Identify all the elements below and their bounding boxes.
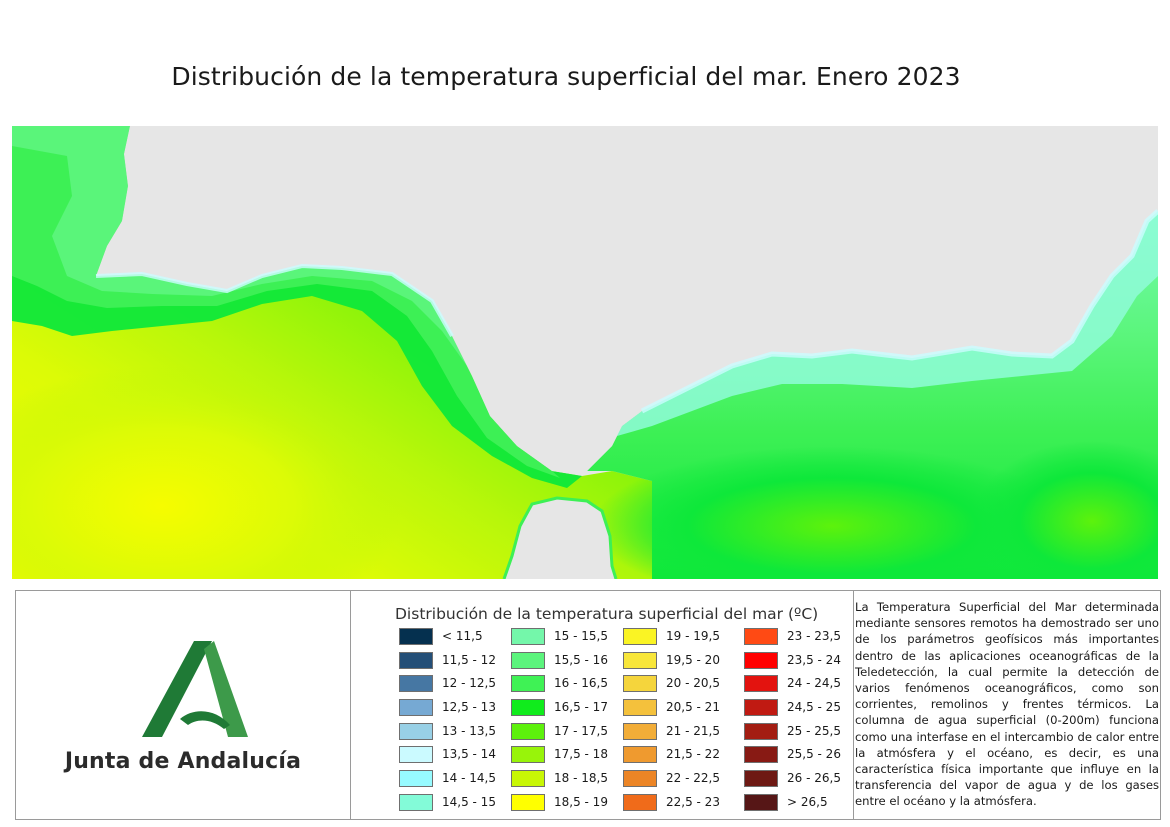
legend-swatch [623,651,657,669]
legend-swatch [623,628,657,645]
legend-swatch [623,770,657,788]
african-land [504,498,616,579]
legend-label: 25,5 - 26 [787,747,841,762]
legend-label: 22,5 - 23 [666,794,720,809]
legend-swatch [511,675,545,693]
map-svg [12,126,1158,579]
legend-swatch [511,628,545,645]
legend-label: 12,5 - 13 [442,700,496,715]
legend-label: 23,5 - 24 [787,652,841,667]
alboran-warm-patch [592,446,1072,579]
legend-swatch [744,722,778,740]
legend-swatch [399,770,433,788]
legend-label: 19 - 19,5 [666,629,720,643]
legend-label: 17,5 - 18 [554,747,608,762]
logo-text: Junta de Andalucía [64,749,302,774]
legend-label: 12 - 12,5 [442,676,496,691]
legend-swatch [399,722,433,740]
legend-label: 14,5 - 15 [442,794,496,809]
atlantic-warm-core [12,366,402,579]
legend-swatch [623,793,657,811]
legend-label: 11,5 - 12 [442,652,496,667]
description-text: La Temperatura Superficial del Mar deter… [855,600,1159,809]
info-panel: Junta de Andalucía Distribución de la te… [15,590,1161,820]
legend-swatch [744,793,778,811]
legend-swatch [399,746,433,764]
legend-swatch [744,628,778,645]
legend-label: 26 - 26,5 [787,771,841,786]
legend-swatch [623,675,657,693]
legend-label: 21,5 - 22 [666,747,720,762]
legend-swatch [623,722,657,740]
legend: Distribución de la temperatura superfici… [351,591,854,819]
junta-de-andalucia-logo-icon [142,641,248,737]
legend-label: 24,5 - 25 [787,700,841,715]
logo-swoosh [180,711,230,729]
legend-label: 18,5 - 19 [554,794,608,809]
east-warm-patch [972,441,1158,579]
legend-title: Distribución de la temperatura superfici… [395,605,819,623]
african-coast-fringe [502,496,618,579]
legend-label: 13,5 - 14 [442,747,496,762]
legend-label: 13 - 13,5 [442,723,496,738]
north-coast-cold-fringe [95,263,454,337]
legend-swatch [399,675,433,693]
legend-swatch [623,746,657,764]
legend-swatch [744,770,778,788]
legend-swatch [744,746,778,764]
sea-temperature-map [12,126,1158,579]
legend-swatch [399,699,433,717]
legend-swatch [511,651,545,669]
legend-label: 15 - 15,5 [554,629,608,643]
east-coast-cold-fringe [640,209,1158,414]
legend-label: 20 - 20,5 [666,676,720,691]
logo-right-stroke [204,641,248,737]
logo-left-stroke [142,641,212,737]
legend-label: 22 - 22,5 [666,771,720,786]
legend-swatch [511,770,545,788]
mediterranean-coastal-fringe [617,211,1158,436]
legend-swatch [399,651,433,669]
legend-label: 18 - 18,5 [554,771,608,786]
legend-label: > 26,5 [787,794,828,809]
legend-swatch [744,651,778,669]
legend-swatch [511,746,545,764]
legend-swatch [744,699,778,717]
legend-label: 24 - 24,5 [787,676,841,691]
atlantic-coastal-band-inner [12,126,560,478]
legend-swatch [399,793,433,811]
legend-label: 15,5 - 16 [554,652,608,667]
logo-cell: Junta de Andalucía [16,591,351,819]
map-title: Distribución de la temperatura superfici… [171,62,961,91]
legend-swatch [511,793,545,811]
legend-label: < 11,5 [442,629,483,643]
legend-label: 21 - 21,5 [666,723,720,738]
legend-label: 14 - 14,5 [442,771,496,786]
legend-label: 25 - 25,5 [787,723,841,738]
atlantic-coastal-band-cool [12,126,467,366]
legend-swatch [623,699,657,717]
legend-swatch [511,722,545,740]
iberian-land [96,126,1158,474]
atlantic-coastal-band [12,126,582,488]
legend-label: 17 - 17,5 [554,723,608,738]
legend-label: 19,5 - 20 [666,652,720,667]
legend-label: 16,5 - 17 [554,700,608,715]
legend-label: 16 - 16,5 [554,676,608,691]
legend-swatch [399,628,433,645]
description-cell: La Temperatura Superficial del Mar deter… [855,599,1159,817]
legend-swatch [511,699,545,717]
legend-swatch [744,675,778,693]
legend-label: 20,5 - 21 [666,700,720,715]
legend-label: 23 - 23,5 [787,629,841,643]
